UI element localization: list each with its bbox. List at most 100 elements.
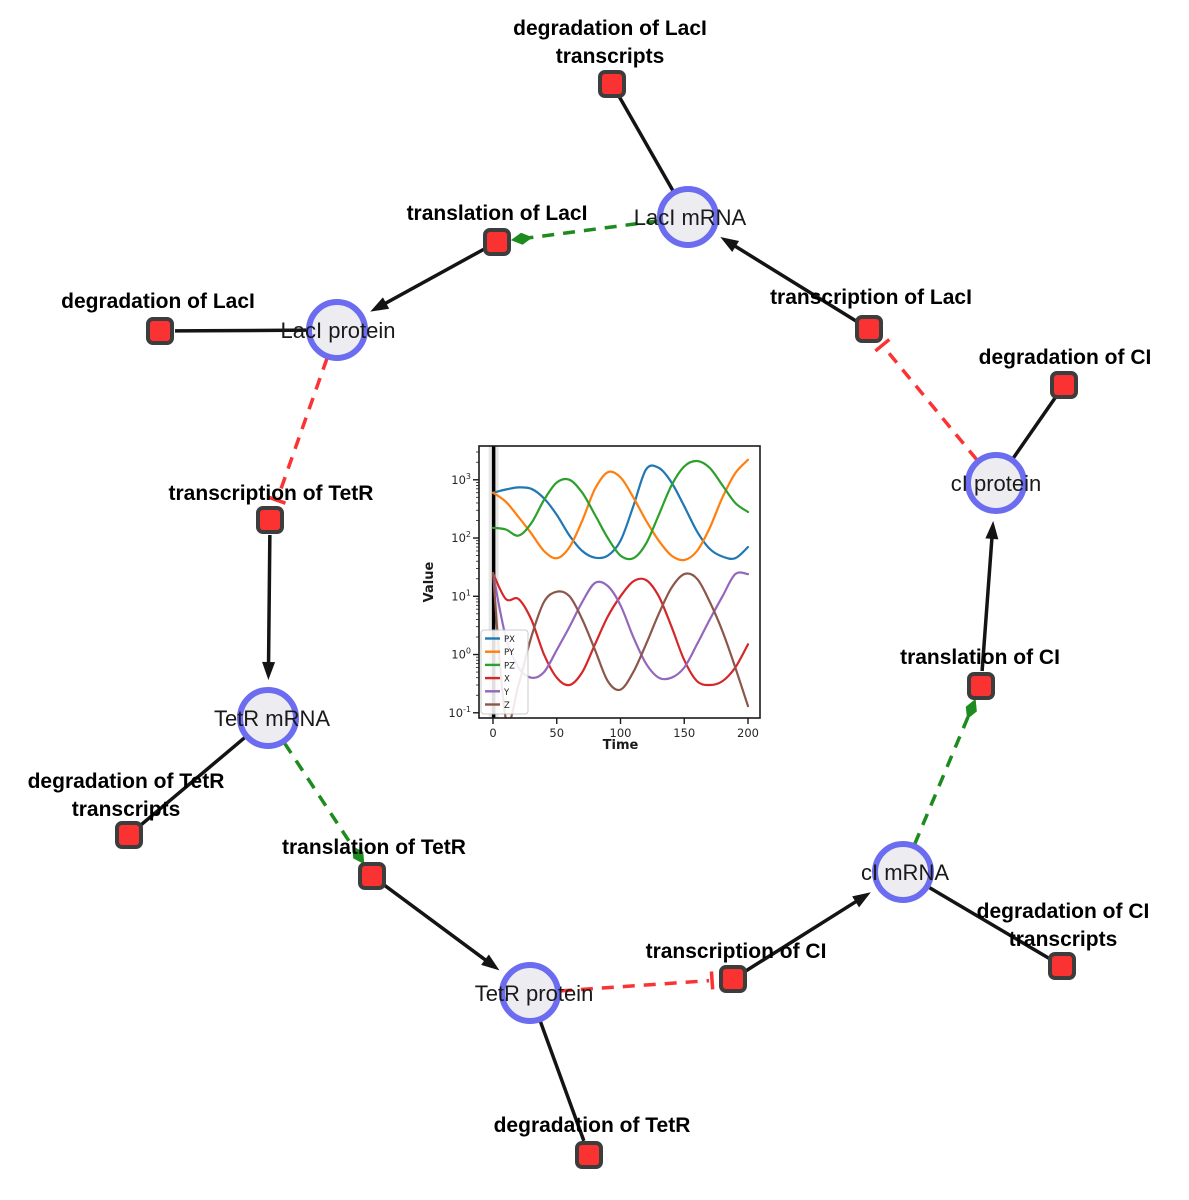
y-tick-label: 10-1 — [448, 705, 471, 720]
legend-item-PX: PX — [485, 635, 515, 645]
species-node-ci_mrna — [872, 841, 934, 903]
consumption-line — [139, 735, 247, 827]
reaction-label: translation of CI — [900, 646, 1060, 669]
legend-label: X — [504, 675, 510, 685]
x-tick-label: 50 — [549, 726, 564, 740]
edge-production-transc_ci--ci_mrna — [744, 892, 871, 973]
production-line — [744, 896, 864, 973]
inhibition-tbar-icon — [267, 495, 287, 505]
modifier-line — [912, 708, 973, 846]
species-label: LacI mRNA — [634, 205, 747, 230]
chart-x-axis-label: Time — [603, 738, 639, 753]
chart-y-axis-label: Value — [422, 561, 437, 602]
reaction-square — [967, 672, 995, 700]
edge-production-transc_tetr--tetr_mrna — [262, 534, 276, 681]
chart-series-PX — [491, 464, 750, 560]
edge-inhibition-tetr_protein--transc_ci — [559, 971, 715, 993]
inhibition-line — [882, 346, 979, 461]
edge-modifier-laci_mrna--transl_laci — [510, 219, 659, 245]
consumption-line — [1011, 396, 1057, 460]
reaction-node-deg_tetr_tx — [115, 821, 143, 849]
modifier-line — [283, 742, 360, 857]
reaction-label: degradation of CI transcripts — [977, 900, 1150, 951]
reaction-node-transc_ci — [719, 965, 747, 993]
arrowhead-icon — [481, 954, 500, 971]
diamond-arrowhead-icon — [510, 232, 533, 245]
consumption-line — [927, 885, 1050, 960]
production-line — [980, 530, 995, 672]
inhibition-line — [276, 357, 329, 498]
reaction-square — [575, 1141, 603, 1169]
diamond-arrowhead-icon — [352, 845, 365, 865]
chart-series-PY — [491, 458, 750, 562]
modifier-line — [521, 219, 659, 241]
reaction-node-transl_laci — [483, 228, 511, 256]
edge-production-transl_tetr--tetr_protein — [383, 883, 500, 971]
edge-consumption-ci_protein--deg_ci — [1011, 396, 1057, 460]
consumption-line — [174, 328, 308, 333]
reaction-node-deg_ci — [1050, 371, 1078, 399]
legend-item-X: X — [485, 675, 510, 685]
species-label: TetR mRNA — [214, 706, 330, 731]
reaction-square — [115, 821, 143, 849]
edge-inhibition-ci_protein--transc_laci — [874, 338, 979, 461]
production-line — [378, 247, 485, 309]
consumption-line — [538, 1020, 586, 1142]
reaction-node-transc_laci — [855, 315, 883, 343]
edge-production-transl_laci--laci_protein — [370, 247, 485, 312]
reaction-node-deg_laci — [146, 317, 174, 345]
inset-chart: 0 50 100 150 200 10-1 100 101 102 103 Time Value PX P… — [422, 445, 761, 753]
species-circle — [237, 687, 299, 749]
edge-modifier-tetr_mrna--transl_tetr — [283, 742, 365, 865]
reaction-node-transl_tetr — [358, 862, 386, 890]
reaction-label: degradation of TetR — [494, 1114, 691, 1137]
arrowhead-icon — [370, 297, 390, 312]
edge-consumption-tetr_mrna--deg_tetr_tx — [139, 735, 247, 827]
legend-item-Y: Y — [485, 688, 510, 698]
nodes-layer — [115, 70, 1078, 1169]
species-label: TetR protein — [475, 981, 594, 1006]
chart-series-X — [491, 572, 750, 687]
inhibition-line — [559, 978, 710, 993]
species-circle — [306, 299, 368, 361]
legend-label: PX — [504, 635, 515, 645]
legend-label: Z — [504, 701, 510, 711]
production-line — [383, 883, 493, 966]
x-tick-label: 0 — [489, 726, 496, 740]
species-label: LacI protein — [281, 318, 396, 343]
edge-consumption-laci_mrna--deg_laci_tx — [617, 96, 675, 192]
x-tick-label: 150 — [673, 726, 695, 740]
edge-consumption-ci_mrna--deg_ci_tx — [927, 885, 1050, 960]
reaction-label: transcription of LacI — [770, 286, 972, 309]
chart-legend: PX PY PZ XYZ — [480, 629, 529, 715]
reaction-square — [146, 317, 174, 345]
reaction-square — [598, 70, 626, 98]
legend-item-PZ: PZ — [485, 661, 515, 671]
arrowhead-icon — [852, 892, 871, 908]
x-tick-label: 200 — [737, 726, 759, 740]
reaction-square — [1050, 371, 1078, 399]
y-tick-label: 101 — [451, 588, 471, 603]
reaction-square — [256, 506, 284, 534]
consumption-line — [617, 96, 675, 192]
y-tick-label: 103 — [451, 472, 471, 487]
reaction-node-deg_ci_tx — [1048, 952, 1076, 980]
edges-layer — [139, 96, 1057, 1142]
x-tick-label: 100 — [610, 726, 632, 740]
edge-production-transc_laci--laci_mrna — [720, 236, 858, 323]
reaction-node-deg_tetr — [575, 1141, 603, 1169]
edge-consumption-laci_protein--deg_laci — [174, 328, 308, 333]
legend-label: Y — [503, 688, 510, 698]
chart-series-Z — [491, 572, 750, 718]
reaction-square — [719, 965, 747, 993]
arrowhead-icon — [262, 661, 276, 681]
species-node-tetr_mrna — [237, 687, 299, 749]
y-tick-label: 100 — [451, 647, 471, 662]
edge-consumption-tetr_protein--deg_tetr — [538, 1020, 586, 1142]
reaction-label: degradation of CI — [979, 346, 1152, 369]
inhibition-tbar-icon — [709, 971, 715, 990]
y-tick-label: 102 — [451, 530, 471, 545]
reaction-label: degradation of TetR transcripts — [28, 770, 225, 821]
